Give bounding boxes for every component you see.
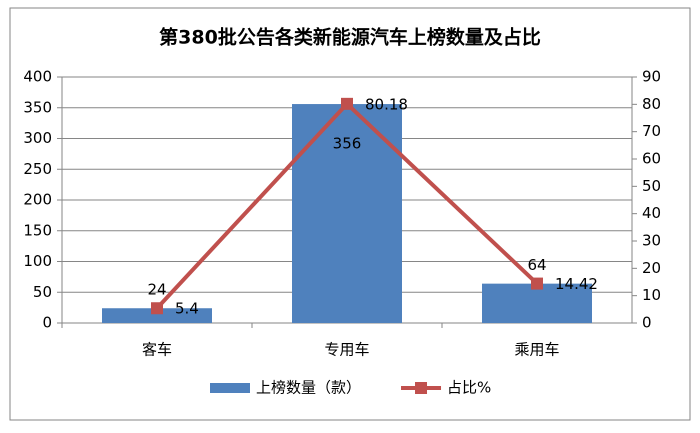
marker [341, 97, 353, 110]
data-label: 14.42 [555, 275, 598, 293]
y-tick-label: 50 [33, 283, 52, 301]
y-tick-label: 250 [23, 160, 52, 178]
y2-tick-label: 80 [642, 95, 661, 113]
data-label: 80.18 [365, 95, 408, 113]
data-label: 64 [527, 256, 546, 274]
chart-title: 第380批公告各类新能源汽车上榜数量及占比 [159, 26, 541, 49]
y-tick-label: 0 [42, 314, 52, 332]
y-tick-label: 200 [23, 191, 52, 209]
bar [102, 308, 212, 323]
y-tick-label: 150 [23, 221, 52, 239]
y-tick-label: 400 [23, 68, 52, 86]
x-tick-label: 客车 [142, 341, 172, 359]
marker [151, 302, 163, 315]
legend-marker [415, 382, 428, 394]
data-label: 24 [147, 281, 166, 299]
y2-tick-label: 50 [642, 177, 661, 195]
x-tick-label: 专用车 [324, 341, 369, 359]
y2-tick-label: 90 [642, 68, 661, 86]
legend-label: 上榜数量（款） [256, 379, 361, 397]
y-tick-label: 350 [23, 98, 52, 116]
data-label: 356 [333, 135, 362, 153]
legend-swatch [210, 383, 250, 393]
legend-label: 占比% [447, 379, 491, 397]
y2-tick-label: 10 [642, 286, 661, 304]
y2-tick-label: 40 [642, 204, 661, 222]
y2-tick-label: 30 [642, 232, 661, 250]
y-tick-label: 300 [23, 129, 52, 147]
bar [482, 283, 592, 323]
y2-tick-label: 20 [642, 259, 661, 277]
y2-tick-label: 60 [642, 150, 661, 168]
y2-tick-label: 70 [642, 122, 661, 140]
y-tick-label: 100 [23, 252, 52, 270]
y2-tick-label: 0 [642, 314, 652, 332]
data-label: 5.4 [175, 300, 199, 318]
marker [531, 277, 543, 290]
x-tick-label: 乘用车 [514, 341, 559, 359]
